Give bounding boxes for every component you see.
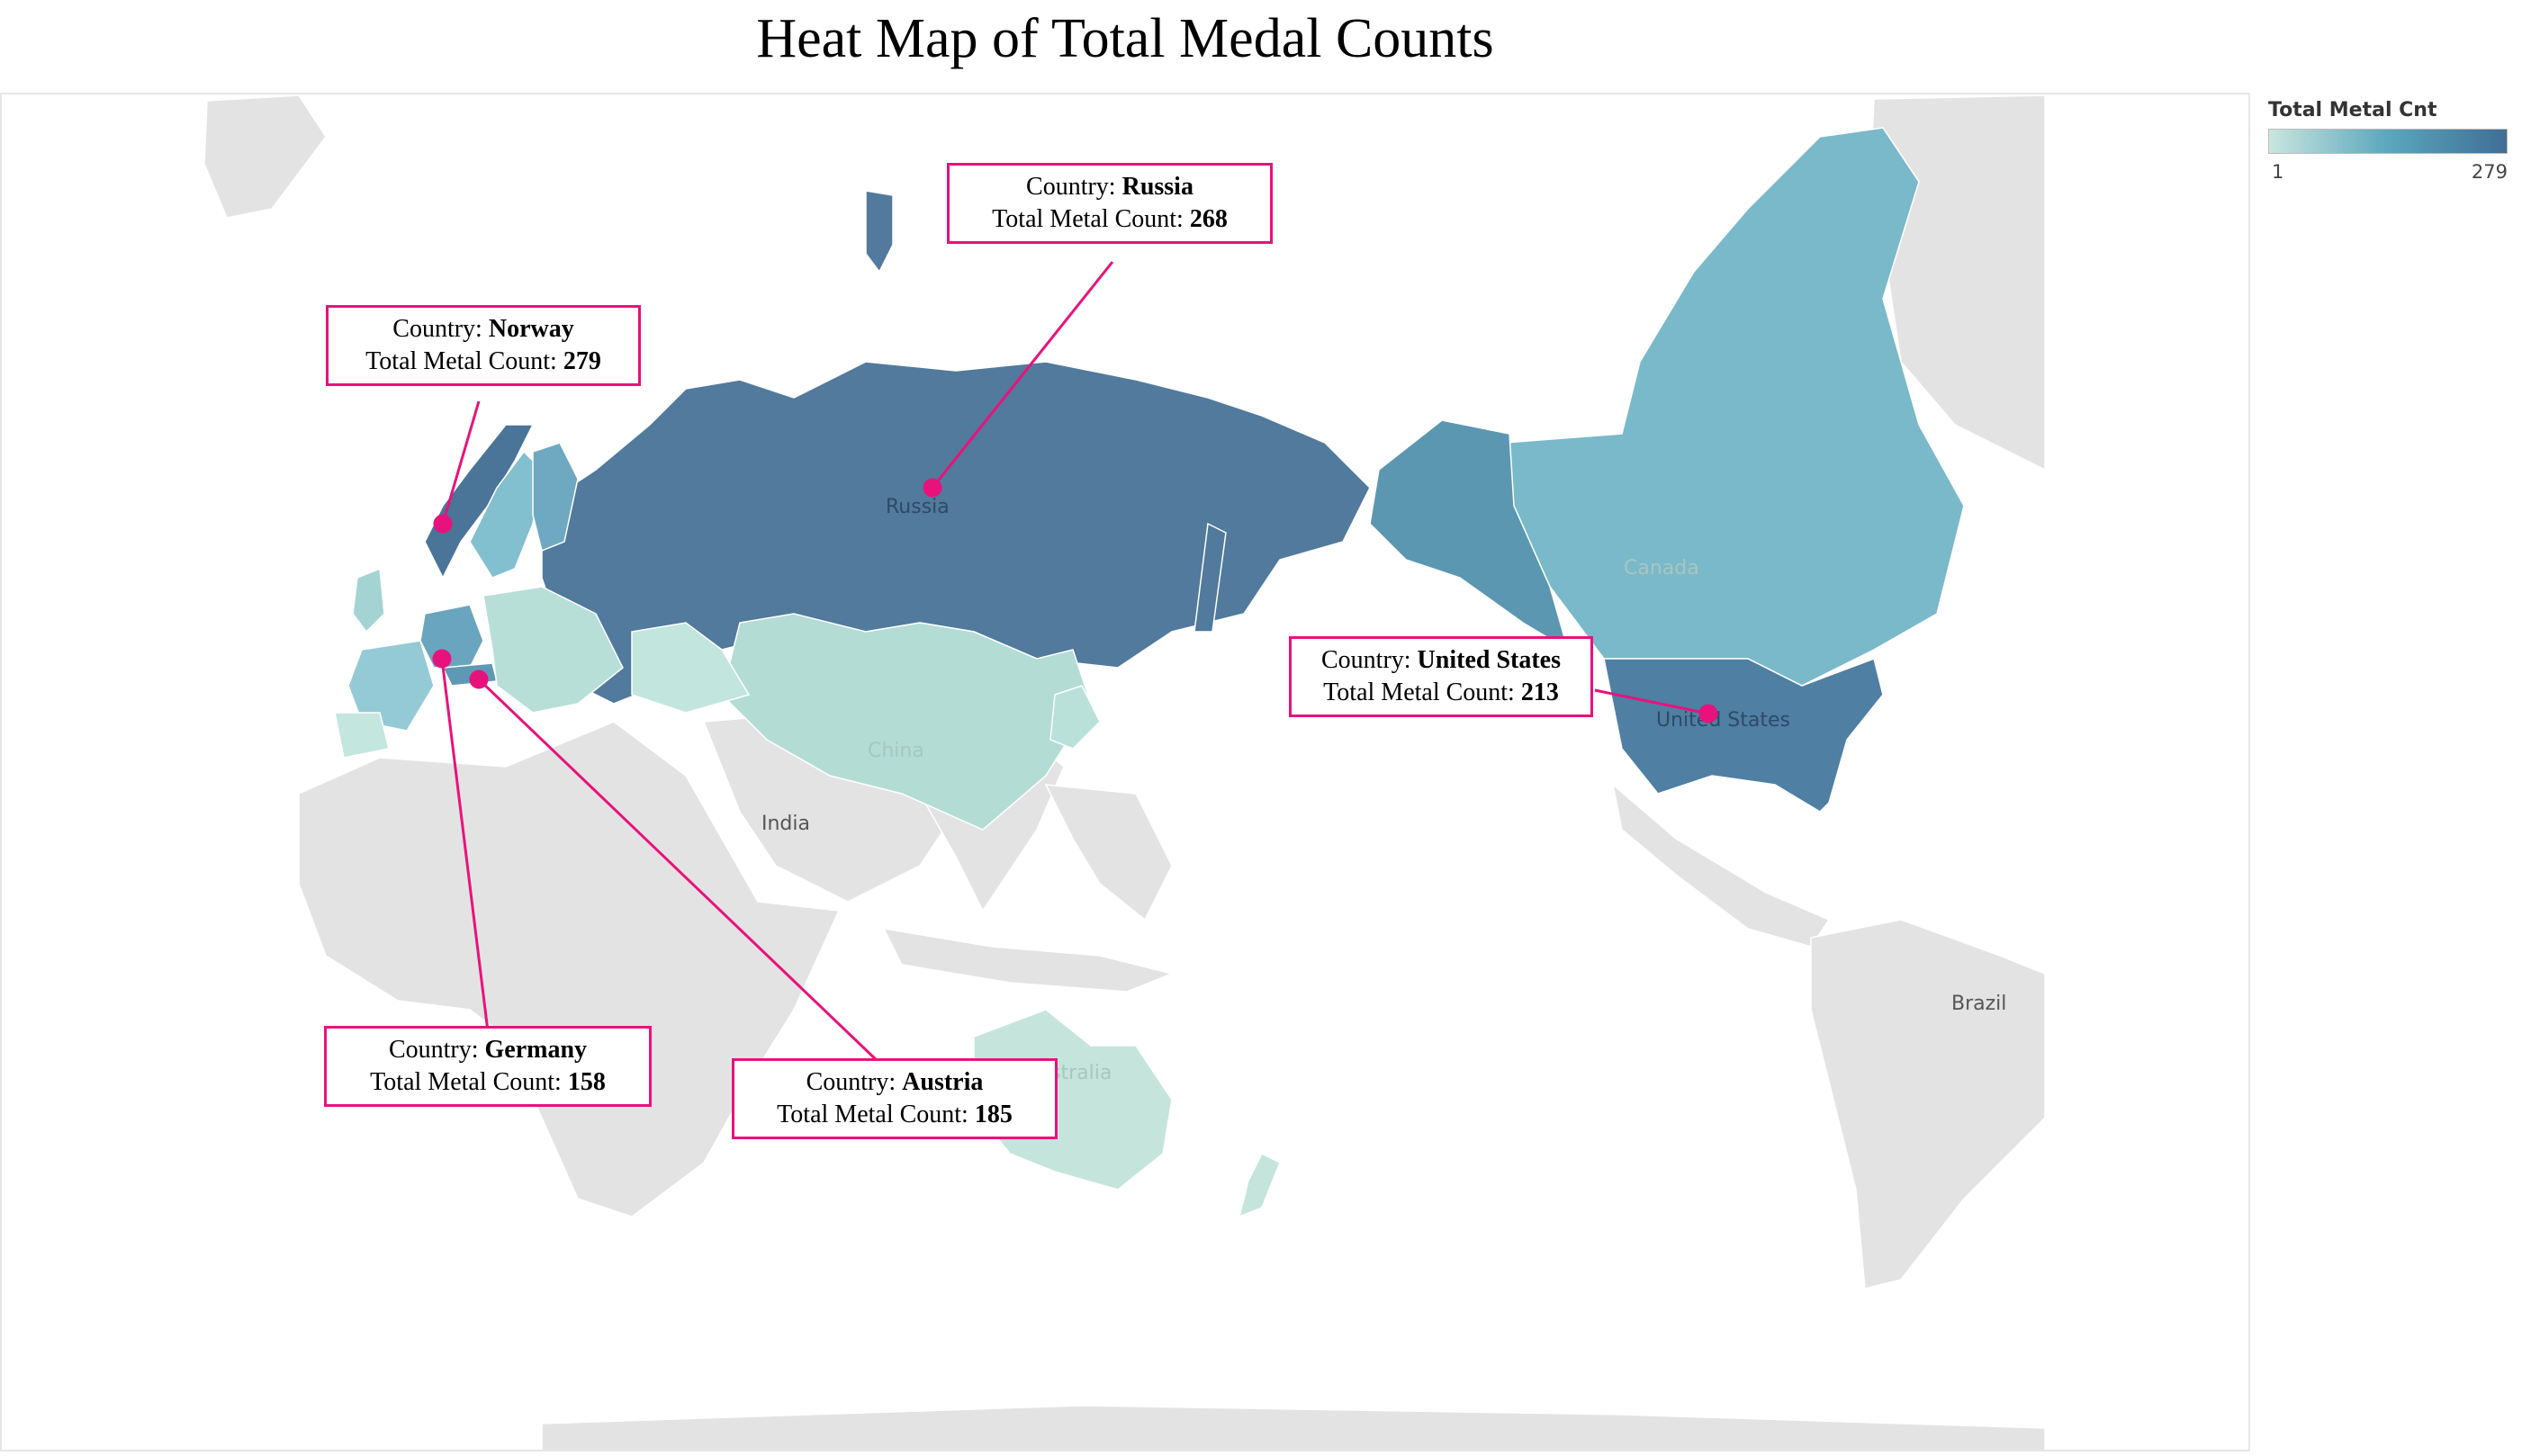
callout-country-name: Russia (1121, 173, 1193, 201)
leader-line-russia (931, 261, 1114, 489)
legend-max-label: 279 (2471, 161, 2508, 183)
callout-count-label: Total Metal Count: (1323, 679, 1515, 706)
callout-russia: Country: Russia Total Metal Count: 268 (947, 163, 1273, 244)
leader-dot-russia (923, 478, 942, 498)
legend-range: 1 279 (2268, 161, 2508, 186)
callout-norway-count-line: Total Metal Count: 279 (341, 346, 626, 378)
callout-usa-country-line: Country: United States (1304, 644, 1578, 677)
callout-count-value: 158 (567, 1068, 606, 1096)
callout-norway-country-line: Country: Norway (341, 313, 626, 346)
south-america-shape (1810, 919, 2046, 1290)
callout-norway: Country: Norway Total Metal Count: 279 (326, 305, 641, 386)
map-label-brazil: Brazil (1951, 993, 2006, 1015)
legend-min-label: 1 (2272, 161, 2284, 183)
sakhalin-kamchatka-shape (1193, 522, 1227, 633)
canada-shape (1504, 127, 1965, 687)
callout-usa-count-line: Total Metal Count: 213 (1304, 677, 1578, 709)
callout-count-value: 268 (1189, 205, 1228, 233)
callout-leaders (432, 261, 1718, 1065)
austria-shape (441, 662, 498, 687)
callout-count-value: 213 (1520, 679, 1559, 706)
map-label-russia: Russia (886, 496, 950, 518)
callout-count-label: Total Metal Count: (370, 1068, 562, 1096)
leader-line-usa (1594, 688, 1709, 715)
uk-shape (352, 567, 385, 634)
leader-dot-germany (432, 649, 452, 669)
germany-shape (419, 604, 484, 669)
finland-shape (532, 442, 579, 553)
kazakhstan-shape (631, 622, 751, 714)
map-label-india: India (761, 813, 810, 835)
novaya-zemlya-shape (865, 190, 894, 274)
callout-country-label: Country: (388, 1036, 479, 1064)
leader-line-austria (477, 678, 882, 1065)
callout-russia-country-line: Country: Russia (962, 171, 1257, 203)
italy-iberia-shape (334, 712, 390, 759)
africa-shape (298, 721, 841, 1218)
leader-dot-norway (433, 514, 453, 534)
greenland-shape-west (203, 94, 327, 219)
callout-united-states: Country: United States Total Metal Count… (1289, 636, 1593, 717)
callout-country-label: Country: (1026, 173, 1116, 201)
callout-germany: Country: Germany Total Metal Count: 158 (324, 1026, 652, 1107)
legend-gradient-bar[interactable] (2268, 129, 2508, 154)
callout-austria: Country: Austria Total Metal Count: 185 (732, 1058, 1058, 1139)
leader-dot-austria (469, 670, 489, 689)
callout-country-label: Country: (806, 1068, 896, 1096)
mexico-shape (1611, 783, 1831, 948)
usa-shape (1603, 658, 1884, 813)
callout-germany-count-line: Total Metal Count: 158 (339, 1066, 636, 1099)
callout-country-name: Norway (488, 315, 574, 343)
legend-title: Total Metal Cnt (2268, 99, 2437, 121)
callout-country-label: Country: (1320, 646, 1411, 674)
callout-country-name: Germany (484, 1036, 588, 1064)
callout-count-value: 185 (974, 1101, 1013, 1128)
map-label-china: China (868, 740, 924, 762)
callout-count-label: Total Metal Count: (365, 347, 557, 375)
leader-line-germany (440, 658, 490, 1032)
callout-russia-count-line: Total Metal Count: 268 (962, 203, 1257, 236)
callout-country-label: Country: (392, 315, 482, 343)
map-label-canada: Canada (1624, 557, 1699, 580)
new-zealand-shape (1238, 1152, 1281, 1218)
callout-count-value: 279 (563, 347, 601, 375)
world-map[interactable]: Russia Canada United States China India … (2, 94, 2250, 1452)
antarctica-shape (541, 1405, 2046, 1450)
map-label-united-states: United States (1656, 709, 1790, 732)
page-title: Heat Map of Total Medal Counts (756, 8, 1494, 69)
japan-shape (1049, 685, 1101, 750)
callout-country-name: United States (1417, 646, 1561, 674)
eastern-europe-shape (482, 586, 624, 714)
leader-line-norway (441, 400, 481, 525)
callout-germany-country-line: Country: Germany (339, 1034, 636, 1066)
map-viewport[interactable]: Russia Canada United States China India … (0, 93, 2250, 1452)
callout-austria-country-line: Country: Austria (747, 1066, 1042, 1099)
france-shape (347, 640, 435, 732)
color-legend[interactable]: Total Metal Cnt 1 279 (2268, 99, 2520, 186)
southeast-asia-shape (1044, 784, 1173, 921)
callout-count-label: Total Metal Count: (777, 1101, 968, 1128)
callout-austria-count-line: Total Metal Count: 185 (747, 1099, 1042, 1131)
countries-with-data (334, 127, 1965, 1218)
leader-dot-usa (1698, 704, 1718, 724)
callout-country-name: Austria (902, 1068, 984, 1096)
callout-count-label: Total Metal Count: (992, 205, 1184, 233)
norway-shape (424, 424, 535, 580)
indonesia-shape (882, 928, 1175, 993)
